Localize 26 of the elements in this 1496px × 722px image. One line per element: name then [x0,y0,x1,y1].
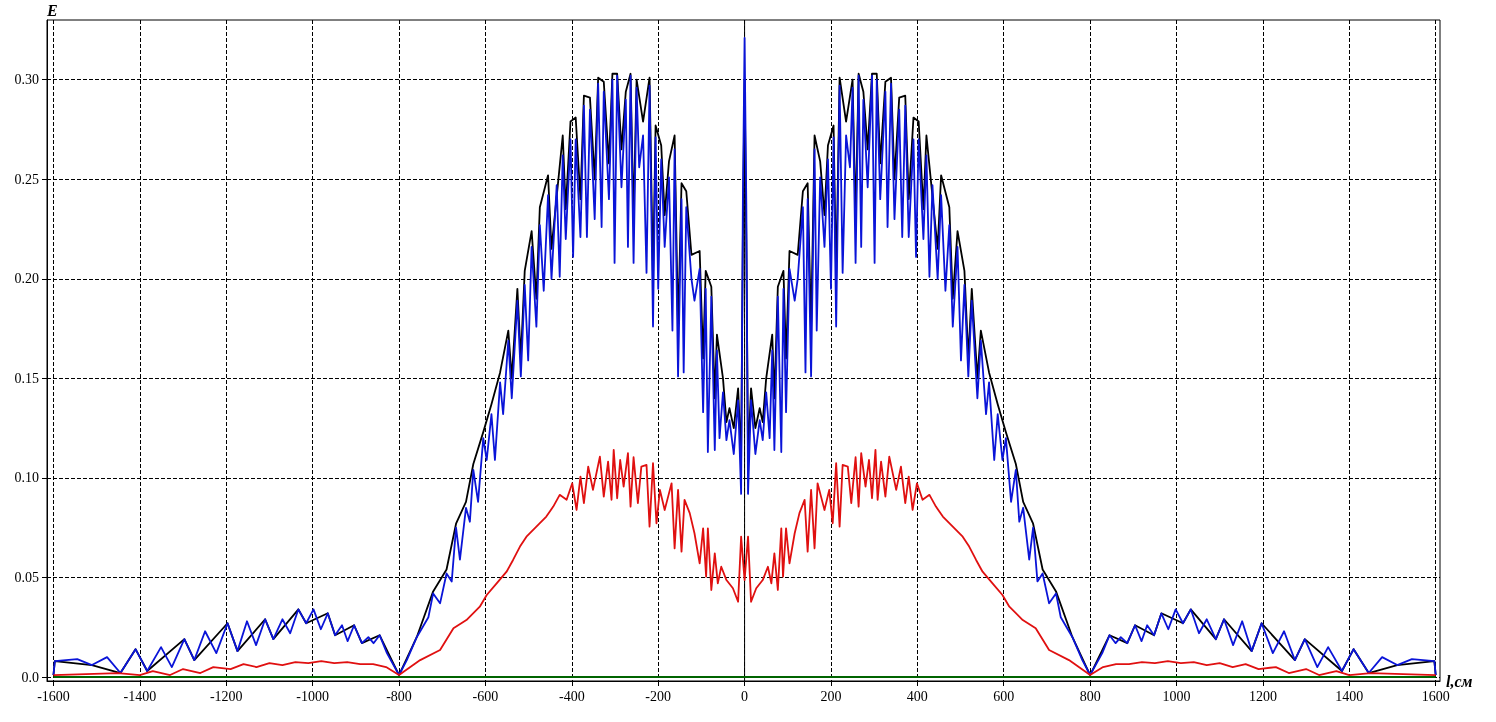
y-tick-label: 0.05 [14,569,39,585]
x-tick-label: 0 [741,688,749,704]
x-tick-label: -1200 [209,688,243,704]
y-tick-label: 0.20 [14,271,39,287]
x-tick-label: -1400 [123,688,157,704]
x-tick-label: -200 [645,688,672,704]
x-tick-label: -1000 [296,688,329,704]
x-tick-label: 200 [820,688,842,704]
y-tick-label: 0.25 [14,171,39,187]
x-tick-label: 800 [1079,688,1101,704]
y-tick-label: 0.15 [14,370,39,386]
x-tick-label: -1600 [37,688,70,704]
x-tick-label: 400 [906,688,928,704]
x-tick-label: 1200 [1248,688,1277,704]
y-axis-title: E [46,1,58,19]
x-tick-label: 1400 [1335,688,1364,704]
x-tick-label: 1000 [1162,688,1191,704]
x-tick-label: 1600 [1421,688,1450,704]
x-axis-title: l,см [1446,672,1473,690]
x-tick-label: -400 [558,688,585,704]
x-tick-label: -600 [472,688,499,704]
x-tick-label: -800 [386,688,412,704]
y-tick-label: 0.30 [14,72,39,88]
y-tick-label: 0.0 [21,669,39,685]
x-tick-label: 600 [993,688,1015,704]
y-tick-label: 0.10 [14,470,39,486]
